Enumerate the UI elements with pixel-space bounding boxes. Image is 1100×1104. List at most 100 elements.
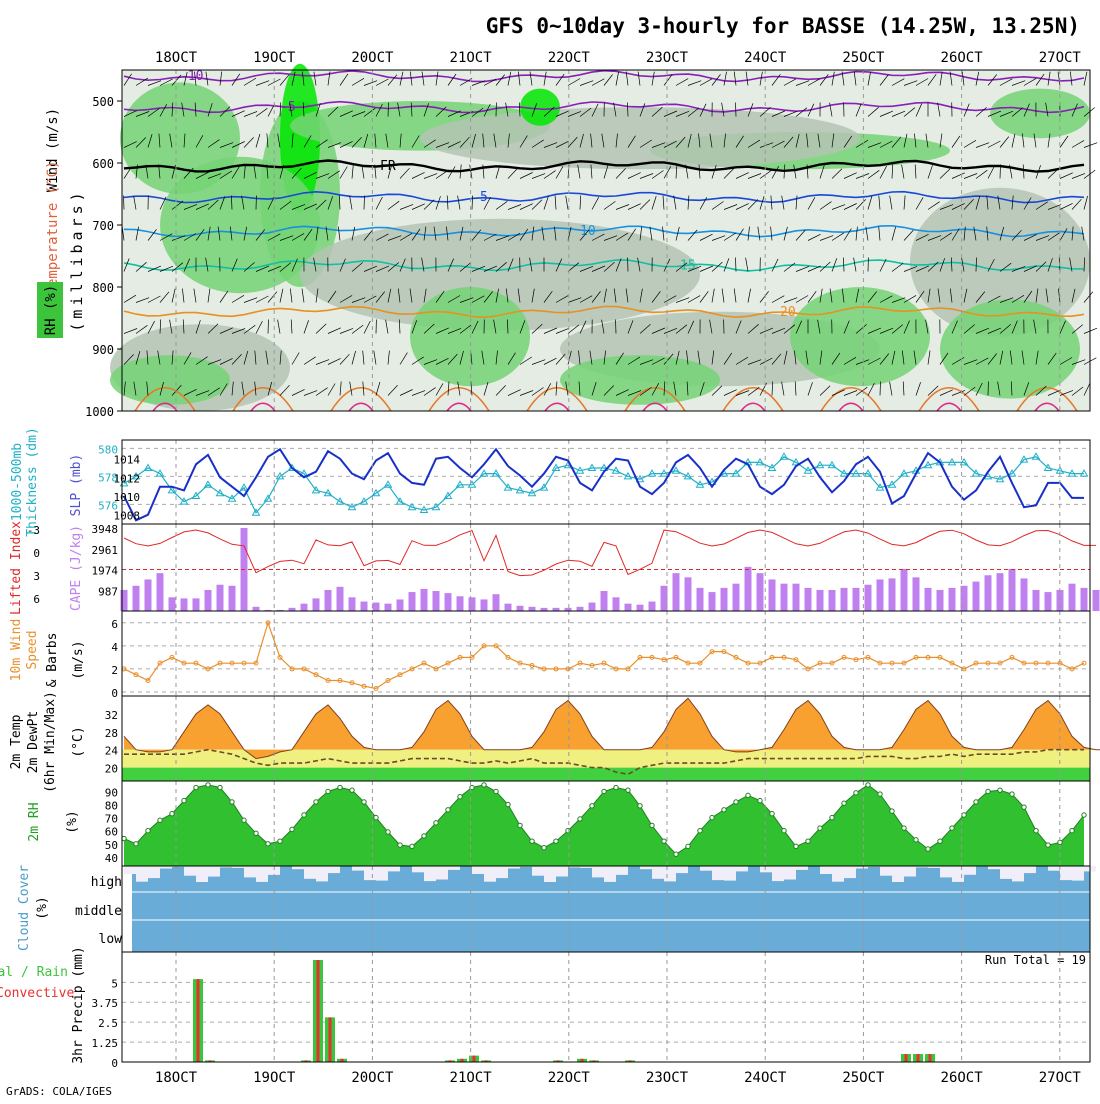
rh-marker [998,788,1002,792]
cape-bar [385,604,392,611]
rh-marker [710,815,714,819]
precip-convective-bar [905,1054,908,1062]
rh-marker [902,826,906,830]
x-date-top: 25OCT [842,50,885,66]
rh-shade [790,287,930,386]
rh-marker [614,785,618,789]
cape-bar [469,597,476,611]
temp-tick-label: 24 [105,745,119,758]
x-date-bottom: 24OCT [744,1070,787,1086]
rh-marker [782,828,786,832]
cape-bar [925,588,932,611]
rh-marker [350,788,354,792]
cloud-high-gap [256,866,268,882]
cape-bar [625,604,632,611]
rh-marker [830,815,834,819]
label-2m-dewpt: 2m DewPt [26,711,41,774]
rh-marker [230,800,234,804]
rh-marker [458,794,462,798]
panel4-labels: 10m Wind Speed & Barbs (m/s) [9,619,86,688]
rh-marker [674,852,678,856]
x-date-top: 21OCT [450,50,493,66]
wind-barb [364,196,365,210]
rh-marker [878,792,882,796]
cape-bar [517,606,524,611]
cloud-high-gap [244,866,256,877]
x-date-top: 27OCT [1039,50,1082,66]
wind-barb [268,320,269,334]
lifted-index-line [124,530,1096,576]
rh-marker [698,828,702,832]
rh-marker [938,839,942,843]
y-tick-label: 700 [92,219,114,233]
rh-marker [314,800,318,804]
cape-bar [985,575,992,611]
wind-speed-marker [1082,661,1086,665]
rh-marker [182,798,186,802]
cape-bar [649,602,656,611]
cape-bar [337,587,344,611]
cross-section-panel: -10-5FR51015205006007008009001000 [85,64,1097,419]
rh-marker [242,818,246,822]
cape-bar [601,591,608,611]
precip-tick-label: 3.75 [92,997,119,1010]
rh-tick-label: 70 [105,813,118,826]
cape-bar [709,592,716,611]
cape-bar [577,607,584,611]
rh-marker [278,839,282,843]
run-total: Run Total = 19 [985,953,1086,967]
rh-marker [950,826,954,830]
temp-tick-label: 32 [105,709,118,722]
cloud-high-gap [364,866,376,880]
cape-bar [145,579,152,611]
y-tick-label: 900 [92,343,114,357]
rh-marker [626,788,630,792]
x-date-bottom: 27OCT [1039,1070,1082,1086]
rh-marker [854,791,858,795]
rh-marker [746,793,750,797]
cape-bar [637,605,644,611]
cloud-high-gap [880,866,892,876]
rh-shade [410,287,530,386]
slp-tick-label: 1010 [114,491,141,504]
precip-convective-bar [929,1054,932,1062]
wind-barb [736,258,737,272]
rh-marker [398,843,402,847]
label-precip: 3hr Precip (mm) [71,946,86,1063]
rh-marker [302,813,306,817]
cloud-panel [124,866,1096,952]
cloud-high-gap [448,866,460,870]
panel-frame [122,440,1090,524]
x-date-bottom: 22OCT [548,1070,591,1086]
rh-marker [650,823,654,827]
precip-tick-label: 1.25 [92,1037,119,1050]
rh-marker [590,804,594,808]
rh-tick-label: 40 [105,852,118,865]
cloud-high-gap [304,866,316,879]
rh-marker [290,827,294,831]
rh-marker [602,789,606,793]
cape-bar [133,586,140,611]
precip-tick-label: 0 [111,1057,118,1070]
rh-marker [362,800,366,804]
rh-marker [518,823,522,827]
cape-bar [193,598,200,611]
label-2m-temp: 2m Temp [9,714,24,769]
cape-bar [721,588,728,611]
li-tick-label: 3 [33,570,40,583]
cloud-high-gap [556,866,568,877]
rh-marker [494,789,498,793]
cape-bar [1081,588,1088,611]
precip-convective-bar [197,979,200,1062]
panel-frame [122,952,1090,1062]
x-date-top: 23OCT [646,50,689,66]
cape-bar [757,573,764,611]
rh-marker [758,798,762,802]
cape-bar [661,586,668,611]
cape-bar [205,590,212,611]
label-total-rain: Total / Rain [0,965,68,980]
label-speed: Speed [25,630,40,669]
